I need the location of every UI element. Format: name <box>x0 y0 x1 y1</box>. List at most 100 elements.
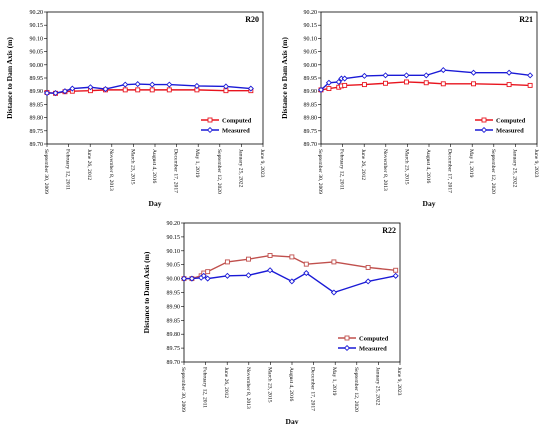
panel-label: R20 <box>245 15 259 24</box>
x-axis-title: Day <box>149 199 162 208</box>
data-point-measured <box>200 272 207 279</box>
y-tick-label: 89.80 <box>30 116 44 122</box>
data-point-measured <box>365 278 372 285</box>
x-tick-label: March 23, 2015 <box>403 149 409 185</box>
legend-label: Computed <box>496 117 526 124</box>
legend-label: Measured <box>359 345 387 352</box>
y-tick-label: 90.05 <box>30 50 44 56</box>
data-point-measured <box>440 67 447 74</box>
data-point-measured <box>506 69 513 76</box>
data-point-computed <box>289 254 295 260</box>
legend-marker <box>481 117 487 123</box>
data-point-measured <box>267 267 274 274</box>
data-point-measured <box>52 90 59 97</box>
y-tick-label: 89.70 <box>167 360 181 366</box>
x-tick-label: November 8, 2013 <box>382 149 388 191</box>
y-tick-label: 90.20 <box>30 10 44 16</box>
data-point-measured <box>325 79 332 86</box>
x-axis-title: Day <box>286 417 299 424</box>
x-tick-label: January 25, 2022 <box>511 149 517 188</box>
data-point-computed <box>423 80 429 86</box>
data-point-measured <box>303 270 310 277</box>
y-tick-label: 90.10 <box>167 249 181 255</box>
y-tick-label: 89.95 <box>304 76 318 82</box>
data-point-computed <box>393 267 399 273</box>
x-tick-label: June 26, 2012 <box>223 367 229 398</box>
data-point-computed <box>342 82 348 88</box>
data-point-measured <box>134 81 141 88</box>
plot-frame <box>320 11 538 145</box>
legend-label: Computed <box>222 117 252 124</box>
data-point-computed <box>246 256 251 262</box>
y-tick-label: 90.05 <box>304 50 318 56</box>
y-tick-label: 89.70 <box>30 142 44 148</box>
x-tick-label: November 8, 2013 <box>245 367 251 409</box>
data-point-measured <box>527 72 534 79</box>
legend-marker <box>207 117 213 123</box>
data-point-computed <box>267 253 273 258</box>
x-tick-label: January 25, 2022 <box>237 149 243 188</box>
x-tick-label: May 1, 2019 <box>194 149 200 178</box>
data-point-measured <box>247 85 254 92</box>
x-tick-label: June 9, 2023 <box>259 149 265 178</box>
legend-marker <box>344 335 350 341</box>
data-point-measured <box>361 72 368 79</box>
x-tick-label: March 23, 2015 <box>129 149 135 185</box>
y-tick-label: 90.15 <box>304 23 318 29</box>
legend-label: Measured <box>496 127 524 134</box>
x-tick-label: June 9, 2023 <box>396 367 402 396</box>
data-point-measured <box>470 69 477 76</box>
data-point-computed <box>135 87 141 93</box>
x-tick-label: August 4, 2016 <box>151 149 157 184</box>
plot-frame <box>46 11 264 145</box>
y-tick-label: 89.95 <box>167 291 181 297</box>
data-point-computed <box>149 87 155 93</box>
x-tick-label: August 4, 2016 <box>425 149 431 184</box>
x-tick-label: February 12, 2011 <box>339 149 345 190</box>
legend-label: Measured <box>222 127 250 134</box>
x-tick-label: June 26, 2012 <box>360 149 366 180</box>
data-point-measured <box>335 78 342 85</box>
data-point-computed <box>471 81 476 87</box>
data-point-computed <box>326 86 332 92</box>
data-point-measured <box>149 81 156 88</box>
y-tick-label: 90.00 <box>167 277 181 283</box>
data-point-computed <box>527 82 533 88</box>
data-point-measured <box>166 81 173 88</box>
y-tick-label: 89.85 <box>304 102 318 108</box>
data-point-computed <box>361 82 367 88</box>
data-point-measured <box>317 86 325 93</box>
x-tick-label: February 12, 2011 <box>65 149 71 190</box>
data-point-measured <box>87 84 94 91</box>
data-point-computed <box>205 269 211 275</box>
y-tick-label: 90.10 <box>30 36 44 42</box>
data-point-computed <box>440 81 446 87</box>
data-point-measured <box>224 272 231 279</box>
data-point-measured <box>245 272 252 279</box>
data-point-computed <box>506 82 512 88</box>
y-tick-label: 89.85 <box>167 318 181 324</box>
y-tick-label: 90.20 <box>167 221 181 227</box>
y-axis-title: Distance to Dam Axis (m) <box>280 37 289 119</box>
x-tick-label: January 25, 2022 <box>374 367 380 406</box>
chart-r20: 90.20 90.15 90.10 90.05 90.00 89.95 89.90 89.85… <box>5 10 265 208</box>
data-point-measured <box>341 75 348 82</box>
x-tick-label: May 1, 2019 <box>468 149 474 178</box>
x-tick-label: September 12, 2020 <box>490 149 496 194</box>
x-tick-label: December 17, 2017 <box>173 149 179 193</box>
y-tick-label: 89.85 <box>30 102 44 108</box>
x-tick-label: September 30, 2009 <box>180 367 186 412</box>
data-point-measured <box>102 86 109 93</box>
data-point-measured <box>204 275 211 282</box>
x-tick-label: November 8, 2013 <box>108 149 114 191</box>
legend-marker <box>343 344 351 352</box>
x-tick-label: May 1, 2019 <box>331 367 337 396</box>
data-point-measured <box>222 83 229 90</box>
data-point-measured <box>193 82 200 89</box>
data-point-measured <box>392 272 399 279</box>
x-tick-label: February 12, 2011 <box>202 367 208 408</box>
data-point-measured <box>330 289 337 296</box>
y-tick-label: 90.05 <box>167 263 181 269</box>
y-tick-label: 89.90 <box>167 304 181 310</box>
y-tick-label: 90.10 <box>304 36 318 42</box>
